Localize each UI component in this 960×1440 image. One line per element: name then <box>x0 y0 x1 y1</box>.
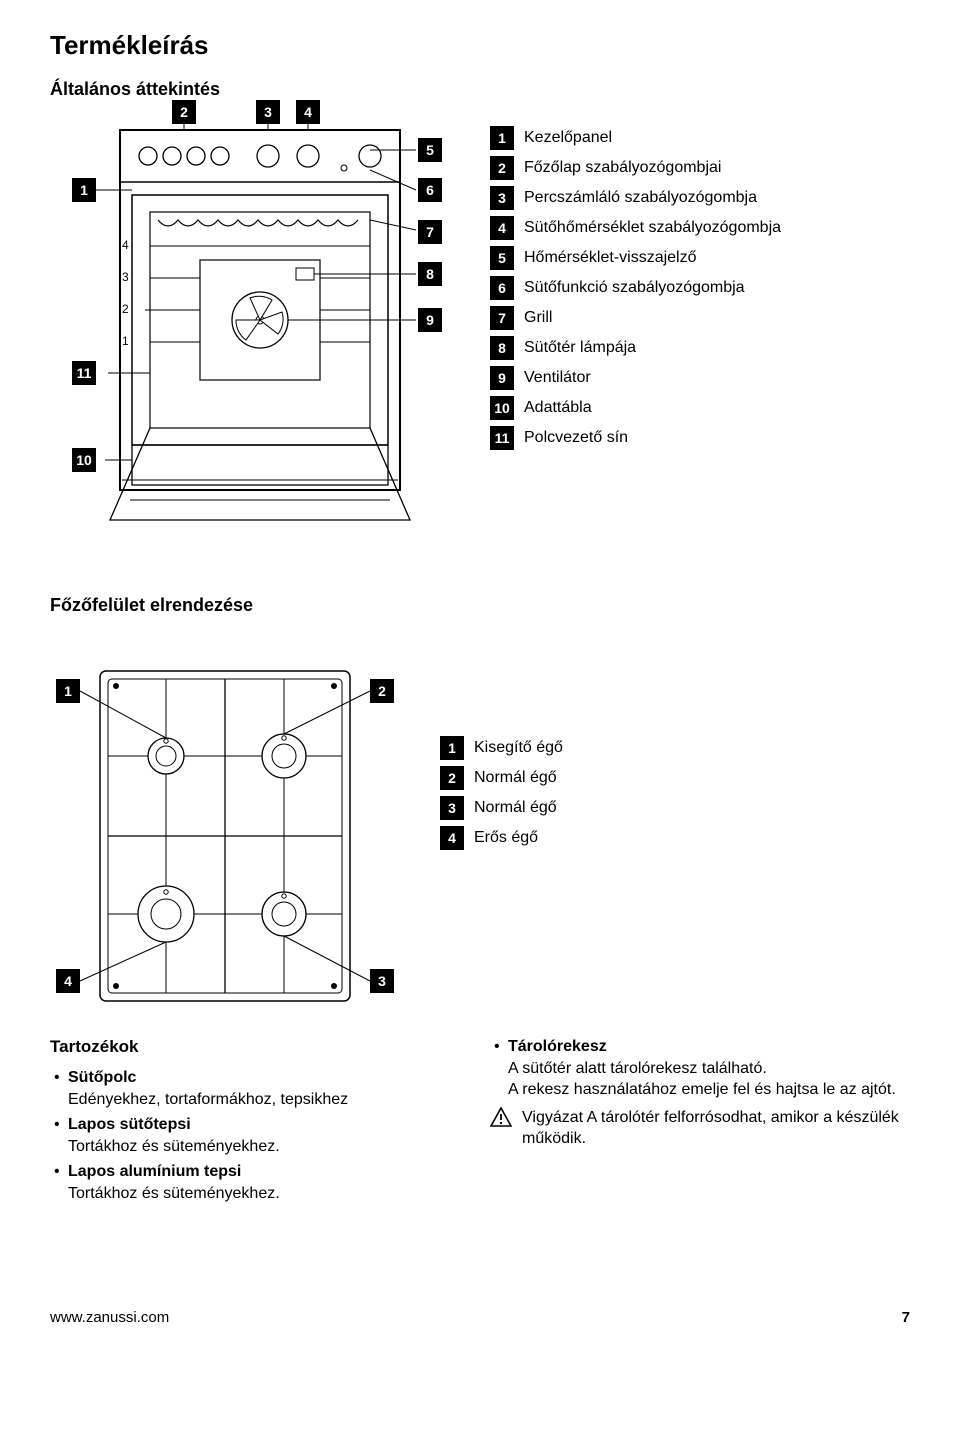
hob-callout-3: 3 <box>370 969 394 993</box>
legend-num: 1 <box>440 736 464 760</box>
footer-page-number: 7 <box>902 1309 910 1326</box>
legend-label: Kezelőpanel <box>524 129 612 147</box>
legend-num: 2 <box>490 156 514 180</box>
legend-num: 7 <box>490 306 514 330</box>
oven-diagram: 1 2 3 4 5 6 7 8 9 10 11 4 3 2 1 <box>50 120 460 540</box>
accessory-item: Lapos sütőtepsi Tortákhoz és süteményekh… <box>50 1114 470 1157</box>
legend-label: Hőmérséklet-visszajelző <box>524 249 697 267</box>
legend-label: Grill <box>524 309 552 327</box>
hob-heading: Főzőfelület elrendezése <box>50 595 910 616</box>
legend-num: 4 <box>490 216 514 240</box>
legend-label: Ventilátor <box>524 369 591 387</box>
legend-num: 6 <box>490 276 514 300</box>
legend-num: 3 <box>440 796 464 820</box>
callout-10: 10 <box>72 448 96 472</box>
rack-2: 2 <box>122 302 129 316</box>
callout-1: 1 <box>72 178 96 202</box>
footer-url: www.zanussi.com <box>50 1309 169 1326</box>
page-footer: www.zanussi.com 7 <box>50 1309 910 1326</box>
caution-block: Vigyázat A tárolótér felforrósodhat, ami… <box>490 1107 910 1150</box>
accessory-title: Sütőpolc <box>68 1069 136 1086</box>
accessory-item: Lapos alumínium tepsi Tortákhoz és sütem… <box>50 1161 470 1204</box>
legend-label: Sütőhőmérséklet szabályozógombja <box>524 219 781 237</box>
legend-num: 10 <box>490 396 514 420</box>
caution-text: Vigyázat A tárolótér felforrósodhat, ami… <box>522 1107 910 1150</box>
legend-label: Normál égő <box>474 799 557 817</box>
storage-line: A sütőtér alatt tárolórekesz található. <box>508 1058 910 1080</box>
overview-heading: Általános áttekintés <box>50 79 910 100</box>
accessory-title: Lapos sütőtepsi <box>68 1116 191 1133</box>
rack-1: 1 <box>122 334 129 348</box>
legend-num: 5 <box>490 246 514 270</box>
legend-num: 2 <box>440 766 464 790</box>
legend-label: Adattábla <box>524 399 592 417</box>
hob-callout-4: 4 <box>56 969 80 993</box>
legend-label: Kisegítő égő <box>474 739 563 757</box>
storage-title: Tárolórekesz <box>508 1038 607 1055</box>
rack-4: 4 <box>122 238 129 252</box>
accessory-title: Lapos alumínium tepsi <box>68 1163 241 1180</box>
hob-callout-2: 2 <box>370 679 394 703</box>
legend-label: Normál égő <box>474 769 557 787</box>
callout-5: 5 <box>418 138 442 162</box>
hob-section: 1 2 3 4 1 Kisegítő égő 2 Normál égő 3 Normá… <box>50 636 910 1036</box>
legend-label: Percszámláló szabályozógombja <box>524 189 757 207</box>
legend-num: 4 <box>440 826 464 850</box>
callout-4: 4 <box>296 100 320 124</box>
overview-legend: 1Kezelőpanel 2Főzőlap szabályozógombjai … <box>490 120 910 540</box>
callout-3: 3 <box>256 100 280 124</box>
legend-num: 8 <box>490 336 514 360</box>
legend-num: 1 <box>490 126 514 150</box>
legend-num: 3 <box>490 186 514 210</box>
callout-9: 9 <box>418 308 442 332</box>
legend-label: Sütőfunkció szabályozógombja <box>524 279 745 297</box>
legend-label: Sütőtér lámpája <box>524 339 636 357</box>
hob-diagram: 1 2 3 4 <box>50 636 400 1036</box>
hob-legend: 1 Kisegítő égő 2 Normál égő 3 Normál égő 4E… <box>440 636 910 1036</box>
storage-item: Tárolórekesz A sütőtér alatt tárolórekes… <box>490 1036 910 1101</box>
rack-3: 3 <box>122 270 129 284</box>
page-title: Termékleírás <box>50 30 910 61</box>
accessory-desc: Tortákhoz és süteményekhez. <box>68 1136 470 1158</box>
accessory-desc: Tortákhoz és süteményekhez. <box>68 1183 470 1205</box>
accessories-heading: Tartozékok <box>50 1036 470 1059</box>
legend-label: Erős égő <box>474 829 538 847</box>
accessories-section: Tartozékok Sütőpolc Edényekhez, tortafor… <box>50 1036 910 1209</box>
legend-num: 9 <box>490 366 514 390</box>
legend-label: Polcvezető sín <box>524 429 628 447</box>
warning-icon <box>490 1107 512 1150</box>
accessory-desc: Edényekhez, tortaformákhoz, tepsikhez <box>68 1089 470 1111</box>
storage-line: A rekesz használatához emelje fel és haj… <box>508 1079 910 1101</box>
callout-2: 2 <box>172 100 196 124</box>
overview-section: 1 2 3 4 5 6 7 8 9 10 11 4 3 2 1 1 Kezelőp… <box>50 120 910 540</box>
accessory-item: Sütőpolc Edényekhez, tortaformákhoz, tep… <box>50 1067 470 1110</box>
callout-11: 11 <box>72 361 96 385</box>
legend-label: Főzőlap szabályozógombjai <box>524 159 721 177</box>
callout-6: 6 <box>418 178 442 202</box>
callout-7: 7 <box>418 220 442 244</box>
hob-callout-1: 1 <box>56 679 80 703</box>
legend-num: 11 <box>490 426 514 450</box>
callout-8: 8 <box>418 262 442 286</box>
